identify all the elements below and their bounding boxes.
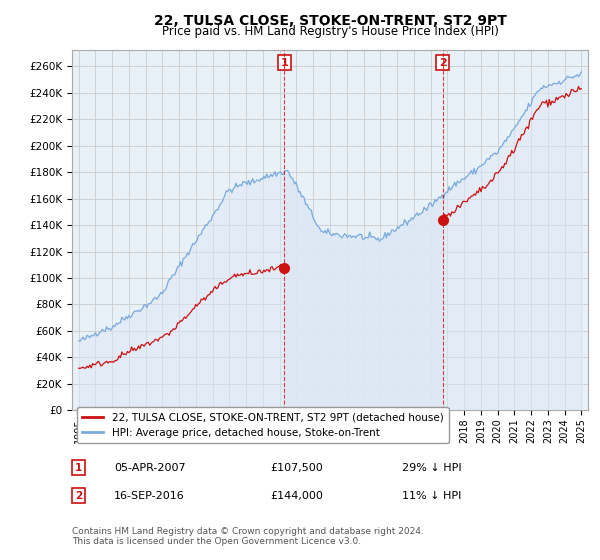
Text: 1: 1 xyxy=(280,58,288,68)
Text: 05-APR-2007: 05-APR-2007 xyxy=(114,463,185,473)
Text: 1: 1 xyxy=(75,463,82,473)
Text: 29% ↓ HPI: 29% ↓ HPI xyxy=(402,463,461,473)
Text: Contains HM Land Registry data © Crown copyright and database right 2024.
This d: Contains HM Land Registry data © Crown c… xyxy=(72,526,424,546)
Text: Price paid vs. HM Land Registry's House Price Index (HPI): Price paid vs. HM Land Registry's House … xyxy=(161,25,499,38)
Text: 2: 2 xyxy=(439,58,446,68)
Text: £144,000: £144,000 xyxy=(270,491,323,501)
Text: 11% ↓ HPI: 11% ↓ HPI xyxy=(402,491,461,501)
Text: 16-SEP-2016: 16-SEP-2016 xyxy=(114,491,185,501)
Text: 2: 2 xyxy=(75,491,82,501)
Legend: 22, TULSA CLOSE, STOKE-ON-TRENT, ST2 9PT (detached house), HPI: Average price, d: 22, TULSA CLOSE, STOKE-ON-TRENT, ST2 9PT… xyxy=(77,407,449,443)
Text: £107,500: £107,500 xyxy=(270,463,323,473)
Text: 22, TULSA CLOSE, STOKE-ON-TRENT, ST2 9PT: 22, TULSA CLOSE, STOKE-ON-TRENT, ST2 9PT xyxy=(154,14,506,28)
